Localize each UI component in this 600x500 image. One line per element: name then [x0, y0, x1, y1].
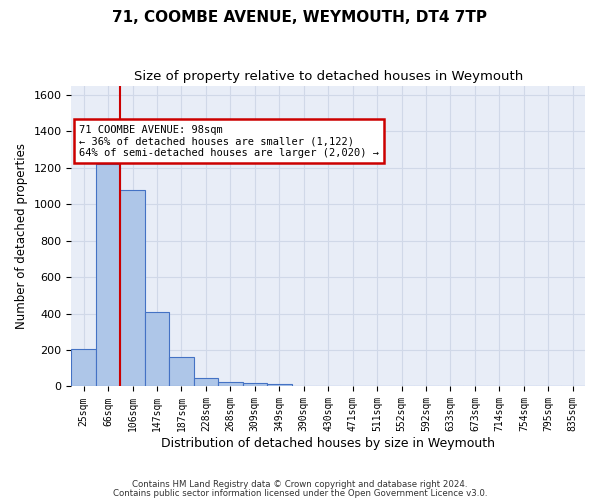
Bar: [194, 378, 218, 386]
Text: Contains public sector information licensed under the Open Government Licence v3: Contains public sector information licen…: [113, 489, 487, 498]
Y-axis label: Number of detached properties: Number of detached properties: [15, 143, 28, 329]
Title: Size of property relative to detached houses in Weymouth: Size of property relative to detached ho…: [134, 70, 523, 83]
Bar: [169, 356, 194, 386]
Bar: [71, 350, 96, 387]
Text: 71, COOMBE AVENUE, WEYMOUTH, DT4 7TP: 71, COOMBE AVENUE, WEYMOUTH, DT4 7TP: [113, 10, 487, 25]
Bar: [242, 383, 267, 386]
Bar: [267, 384, 292, 386]
Bar: [96, 164, 121, 386]
X-axis label: Distribution of detached houses by size in Weymouth: Distribution of detached houses by size …: [161, 437, 495, 450]
Text: Contains HM Land Registry data © Crown copyright and database right 2024.: Contains HM Land Registry data © Crown c…: [132, 480, 468, 489]
Text: 71 COOMBE AVENUE: 98sqm
← 36% of detached houses are smaller (1,122)
64% of semi: 71 COOMBE AVENUE: 98sqm ← 36% of detache…: [79, 124, 379, 158]
Bar: [218, 382, 242, 386]
Bar: [121, 190, 145, 386]
Bar: [145, 312, 169, 386]
